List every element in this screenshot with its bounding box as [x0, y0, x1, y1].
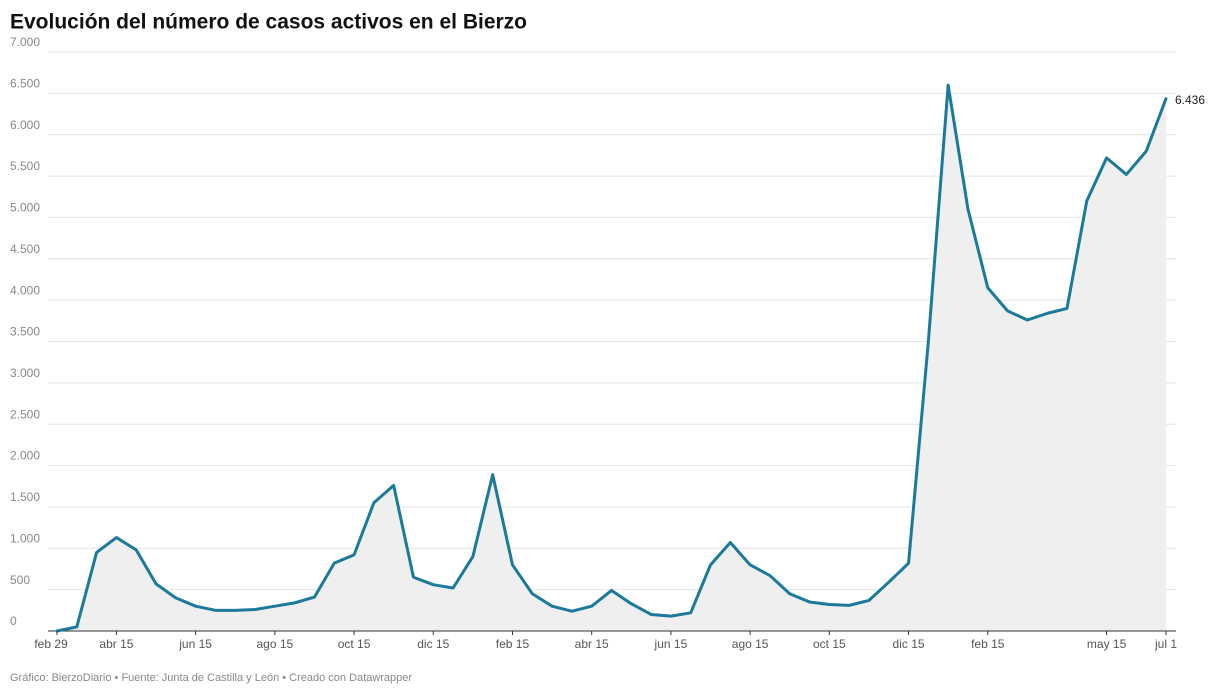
y-tick-label: 1.000: [10, 531, 40, 545]
x-tick-label: ago 15: [732, 637, 769, 651]
y-tick-label: 6.500: [10, 77, 40, 91]
x-tick-label: abr 15: [575, 637, 609, 651]
y-tick-label: 4.500: [10, 242, 40, 256]
y-tick-label: 0: [10, 614, 17, 628]
x-tick-label: abr 15: [99, 637, 133, 651]
x-tick-label: feb 15: [496, 637, 530, 651]
x-tick-label: ago 15: [256, 637, 293, 651]
y-tick-label: 1.500: [10, 490, 40, 504]
value-label: 6.436: [1175, 93, 1205, 107]
x-tick-label: oct 15: [338, 637, 371, 651]
y-tick-label: 4.000: [10, 283, 40, 297]
y-tick-label: 2.500: [10, 407, 40, 421]
x-tick-label: feb 29: [34, 637, 68, 651]
x-tick-label: jun 15: [654, 637, 688, 651]
source: Gráfico: BierzoDiario • Fuente: Junta de…: [10, 672, 412, 684]
x-tick-label: oct 15: [813, 637, 846, 651]
y-tick-label: 500: [10, 573, 30, 587]
y-tick-label: 5.500: [10, 159, 40, 173]
x-tick-label: feb 15: [971, 637, 1005, 651]
x-tick-label: jun 15: [178, 637, 212, 651]
area: [57, 85, 1166, 632]
y-tick-label: 2.000: [10, 449, 40, 463]
y-tick-label: 7.000: [10, 35, 40, 49]
y-tick-label: 5.000: [10, 201, 40, 215]
x-tick-label: may 15: [1087, 637, 1127, 651]
x-tick-label: jul 1: [1154, 637, 1177, 651]
y-tick-label: 6.000: [10, 118, 40, 132]
x-tick-label: dic 15: [893, 637, 925, 651]
x-tick-label: dic 15: [417, 637, 449, 651]
y-tick-label: 3.500: [10, 325, 40, 339]
chart-title: Evolución del número de casos activos en…: [10, 11, 527, 34]
line: [55, 83, 1168, 633]
y-tick-label: 3.000: [10, 366, 40, 380]
